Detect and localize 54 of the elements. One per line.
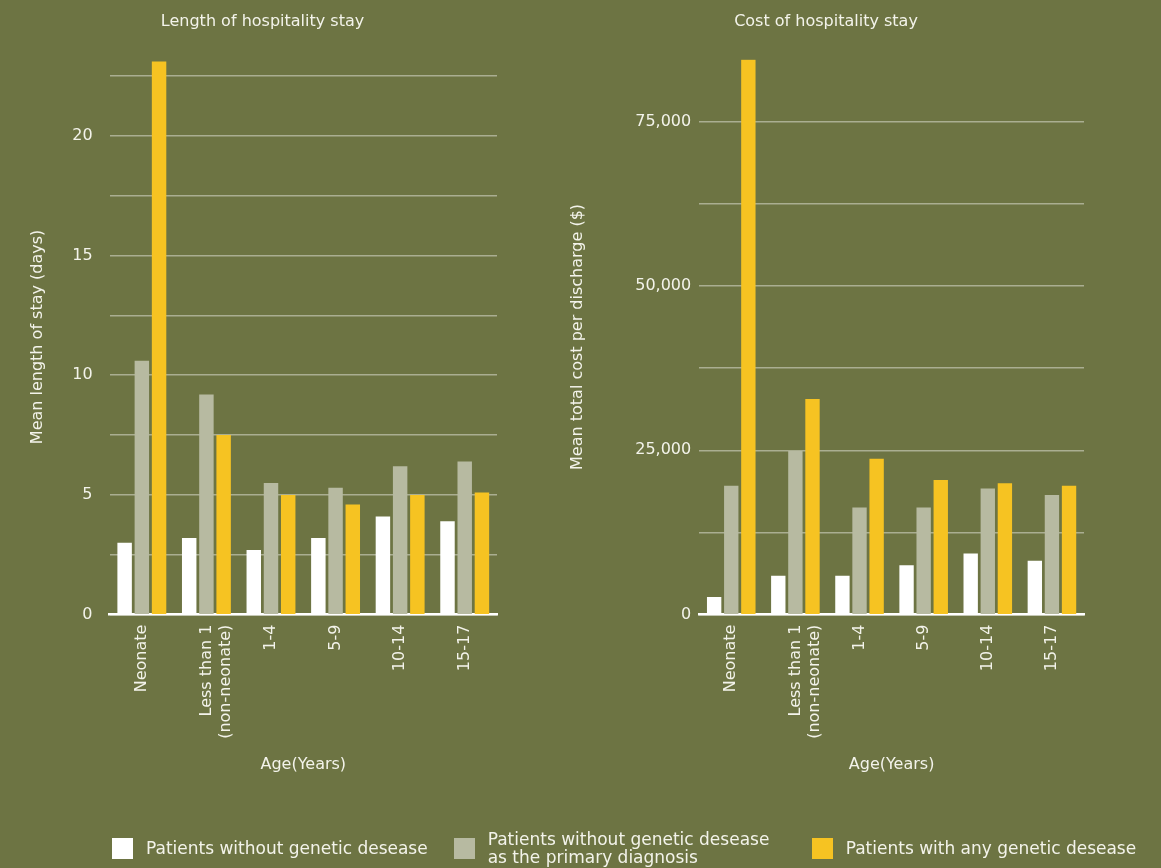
legend-label: Patients with any genetic desease bbox=[845, 838, 1137, 858]
bar bbox=[263, 482, 279, 614]
y-tick-label: 0 bbox=[681, 603, 692, 623]
bar bbox=[474, 492, 490, 614]
x-tick-label: Neonate bbox=[720, 624, 740, 693]
bar bbox=[1061, 485, 1077, 614]
y-axis-title: Mean length of stay (days) bbox=[26, 229, 46, 445]
bar bbox=[392, 466, 408, 614]
y-tick-label: 0 bbox=[82, 603, 93, 623]
legend-label: Patients without genetic desease as the primary diagnosis bbox=[487, 829, 771, 867]
x-tick-label: 10-14 bbox=[389, 624, 409, 672]
bar bbox=[933, 479, 948, 614]
x-tick-label: 15-17 bbox=[453, 624, 473, 672]
bar bbox=[997, 483, 1013, 614]
x-tick-label: Less than 1 (non-neonate) bbox=[195, 624, 234, 739]
bar bbox=[869, 458, 884, 614]
bar bbox=[199, 394, 214, 614]
x-tick-label: Less than 1 (non-neonate) bbox=[784, 624, 823, 739]
x-tick-label: 10-14 bbox=[976, 624, 996, 672]
bar bbox=[852, 507, 867, 614]
bar bbox=[724, 485, 739, 614]
bar bbox=[410, 494, 425, 614]
chart-title: Length of hospitality stay bbox=[160, 10, 365, 30]
bar bbox=[328, 487, 343, 614]
bar bbox=[216, 435, 231, 614]
bar bbox=[134, 360, 150, 614]
bar bbox=[345, 504, 361, 614]
x-tick-label: 1-4 bbox=[848, 624, 868, 651]
bar bbox=[805, 399, 820, 614]
bar bbox=[788, 450, 803, 614]
bar bbox=[457, 461, 472, 614]
bar bbox=[741, 59, 756, 614]
x-tick-label: 15-17 bbox=[1041, 624, 1061, 672]
y-axis-title: Mean total cost per discharge ($) bbox=[566, 203, 586, 470]
bar bbox=[1044, 495, 1060, 614]
legend-label: Patients without genetic desease bbox=[146, 838, 428, 858]
y-tick-label: 25,000 bbox=[635, 439, 692, 459]
bar bbox=[280, 494, 296, 614]
chart-title: Cost of hospitality stay bbox=[734, 10, 918, 30]
bar bbox=[151, 61, 167, 614]
y-tick-label: 10 bbox=[72, 364, 93, 384]
x-axis-title: Age(Years) bbox=[848, 753, 935, 773]
bar bbox=[980, 488, 995, 614]
y-tick-label: 75,000 bbox=[635, 110, 692, 130]
x-tick-label: 5-9 bbox=[324, 624, 344, 651]
bar bbox=[916, 507, 931, 614]
x-tick-label: Neonate bbox=[131, 624, 150, 693]
x-tick-label: 1-4 bbox=[260, 624, 280, 651]
y-tick-label: 20 bbox=[72, 124, 93, 144]
x-tick-label: 5-9 bbox=[912, 624, 932, 651]
y-tick-label: 5 bbox=[82, 484, 93, 504]
y-tick-label: 15 bbox=[72, 244, 93, 264]
x-axis-title: Age(Years) bbox=[260, 753, 347, 773]
y-tick-label: 50,000 bbox=[635, 275, 692, 295]
